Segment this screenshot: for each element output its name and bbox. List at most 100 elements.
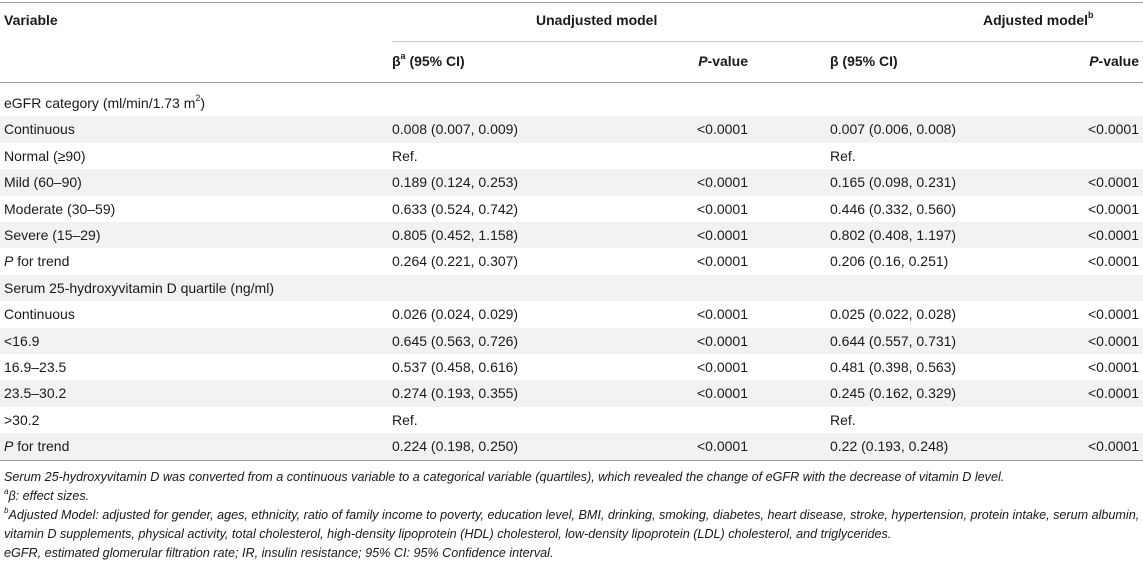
header-p-value-unadjusted: P-value [698, 52, 748, 70]
row-variable-text: eGFR category (ml/min/1.73 m [4, 95, 196, 111]
row-variable: 23.5–30.2 [4, 384, 66, 402]
row-variable-text: Normal (≥90) [4, 147, 86, 164]
table-row: eGFR category (ml/min/1.73 m2) [0, 90, 1143, 116]
row-variable-text: 16.9–23.5 [4, 359, 67, 375]
header-p-value-adjusted: P-value [1089, 52, 1139, 70]
row-variable-text: for trend [13, 253, 70, 270]
row-variable: Normal (≥90) [4, 147, 86, 165]
header-ci: (95% CI) [405, 53, 465, 69]
header-beta-sup: a [400, 51, 406, 62]
row-variable-text: 23.5–30.2 [4, 385, 67, 402]
header-adjusted-model: Adjusted modelb [983, 11, 1094, 29]
header-p-italic: P [698, 53, 708, 69]
cell-adjusted-p: <0.0001 [1088, 174, 1139, 191]
cell-unadjusted-beta: 0.026 (0.024, 0.029) [392, 306, 519, 323]
cell-unadjusted-beta: 0.274 (0.193, 0.355) [392, 385, 519, 402]
cell-unadjusted-p: <0.0001 [697, 200, 748, 217]
row-variable-text: Serum 25-hydroxyvitamin D quartile (ng/m… [4, 279, 274, 296]
cell-adjusted-beta: 0.007 (0.006, 0.008) [830, 121, 957, 138]
footnote-b-text: Adjusted Model: adjusted for gender, age… [4, 508, 1140, 541]
row-variable-text: Severe (15–29) [4, 227, 101, 243]
footnote-a-sup: a [4, 486, 9, 496]
table-row: Normal (≥90) Ref. Ref. [0, 143, 1143, 169]
header-adjusted-sup: b [1088, 10, 1094, 21]
table-row: Moderate (30–59) 0.633 (0.524, 0.742) <0.0… [0, 196, 1143, 222]
cell-unadjusted-beta: 0.189 (0.124, 0.253) [392, 174, 519, 191]
cell-adjusted-p: <0.0001 [1088, 332, 1139, 349]
cell-unadjusted-beta: 0.537 (0.458, 0.616) [392, 359, 519, 375]
header-p-rest-adj: -value [1098, 53, 1139, 69]
table-header: Variable Unadjusted model Adjusted model… [0, 0, 1143, 83]
table-row: 16.9–23.5 0.537 (0.458, 0.616) <0.0001 0.48… [0, 354, 1143, 380]
header-beta-ci-adjusted: β (95% CI) [830, 53, 898, 69]
table-row: Continuous 0.026 (0.024, 0.029) <0.0001 0.0… [0, 301, 1143, 327]
cell-unadjusted-p: <0.0001 [697, 385, 748, 402]
table-row: Continuous 0.008 (0.007, 0.009) <0.0001 0.0… [0, 116, 1143, 143]
row-variable-text: Moderate (30–59) [4, 200, 116, 217]
cell-adjusted-beta: Ref. [830, 411, 856, 428]
cell-adjusted-beta: 0.481 (0.398, 0.563) [830, 359, 957, 375]
row-variable: Continuous [4, 305, 75, 323]
cell-unadjusted-beta: Ref. [392, 411, 418, 428]
row-variable: >30.2 [4, 411, 39, 429]
header-p-italic-adj: P [1089, 53, 1099, 69]
footnote-b: bAdjusted Model: adjusted for gender, ag… [4, 506, 1140, 544]
row-variable: Continuous [4, 120, 75, 138]
header-p-rest: -value [707, 53, 748, 69]
row-variable-sup: 2 [195, 93, 201, 104]
cell-adjusted-beta: 0.644 (0.557, 0.731) [830, 332, 957, 349]
header-beta: β [392, 53, 401, 69]
row-variable-tail: ) [200, 95, 206, 111]
cell-unadjusted-p: <0.0001 [697, 306, 748, 323]
row-variable: eGFR category (ml/min/1.73 m2) [4, 94, 205, 112]
row-variable-italic: P [4, 438, 14, 455]
cell-unadjusted-p: <0.0001 [697, 359, 748, 375]
footnote-1: Serum 25-hydroxyvitamin D was converted … [4, 470, 1005, 484]
table-footnotes: Serum 25-hydroxyvitamin D was converted … [4, 468, 1140, 563]
cell-adjusted-beta: 0.802 (0.408, 1.197) [830, 227, 957, 243]
bottom-rule [0, 460, 1143, 461]
cell-adjusted-beta: Ref. [830, 147, 856, 164]
row-variable: Mild (60–90) [4, 173, 82, 191]
cell-adjusted-beta: 0.165 (0.098, 0.231) [830, 174, 957, 191]
cell-adjusted-beta: 0.025 (0.022, 0.028) [830, 306, 957, 323]
row-variable: Moderate (30–59) [4, 200, 115, 218]
cell-adjusted-p: <0.0001 [1088, 385, 1139, 402]
header-beta-ci: βa (95% CI) [392, 52, 465, 70]
row-variable: P for trend [4, 437, 69, 455]
cell-unadjusted-beta: 0.633 (0.524, 0.742) [392, 200, 519, 217]
cell-unadjusted-beta: 0.645 (0.563, 0.726) [392, 332, 519, 349]
header-adjusted-text: Adjusted model [983, 12, 1089, 28]
row-variable-text: Continuous [4, 121, 75, 138]
cell-adjusted-beta: 0.22 (0.193, 0.248) [830, 438, 949, 455]
cell-unadjusted-beta: Ref. [392, 147, 418, 164]
cell-adjusted-p: <0.0001 [1088, 227, 1139, 243]
cell-unadjusted-beta: 0.224 (0.198, 0.250) [392, 438, 519, 455]
header-unadjusted-model: Unadjusted model [536, 12, 658, 28]
cell-unadjusted-p: <0.0001 [697, 121, 748, 138]
table-row: Serum 25-hydroxyvitamin D quartile (ng/m… [0, 274, 1143, 302]
cell-unadjusted-p: <0.0001 [697, 438, 748, 455]
row-variable-text: Mild (60–90) [4, 174, 82, 191]
cell-adjusted-p: <0.0001 [1088, 438, 1139, 455]
cell-adjusted-p: <0.0001 [1088, 121, 1139, 138]
row-variable-italic: P [4, 253, 14, 270]
cell-adjusted-p: <0.0001 [1088, 359, 1139, 375]
cell-unadjusted-p: <0.0001 [697, 253, 748, 270]
table-row: P for trend 0.264 (0.221, 0.307) <0.0001 0.… [0, 248, 1143, 274]
cell-adjusted-beta: 0.206 (0.16, 0.251) [830, 253, 949, 270]
row-variable: <16.9 [4, 332, 39, 350]
cell-unadjusted-p: <0.0001 [697, 332, 748, 349]
table-row: 23.5–30.2 0.274 (0.193, 0.355) <0.0001 0.24… [0, 380, 1143, 407]
cell-adjusted-p: <0.0001 [1088, 200, 1139, 217]
row-variable-text: >30.2 [4, 411, 40, 428]
cell-unadjusted-beta: 0.008 (0.007, 0.009) [392, 121, 519, 138]
footnote-a: aβ: effect sizes. [4, 487, 1140, 506]
footnote-abbrev: eGFR, estimated glomerular filtration ra… [4, 546, 554, 560]
row-variable-text: <16.9 [4, 332, 40, 349]
header-rule [0, 82, 1143, 83]
cell-unadjusted-p: <0.0001 [697, 174, 748, 191]
row-variable: Severe (15–29) [4, 226, 101, 244]
footnote-b-sup: b [4, 505, 9, 515]
